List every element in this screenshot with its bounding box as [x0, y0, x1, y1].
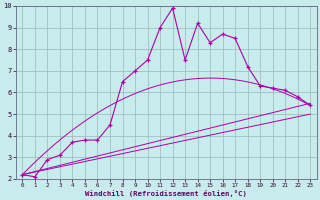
X-axis label: Windchill (Refroidissement éolien,°C): Windchill (Refroidissement éolien,°C) [85, 190, 247, 197]
